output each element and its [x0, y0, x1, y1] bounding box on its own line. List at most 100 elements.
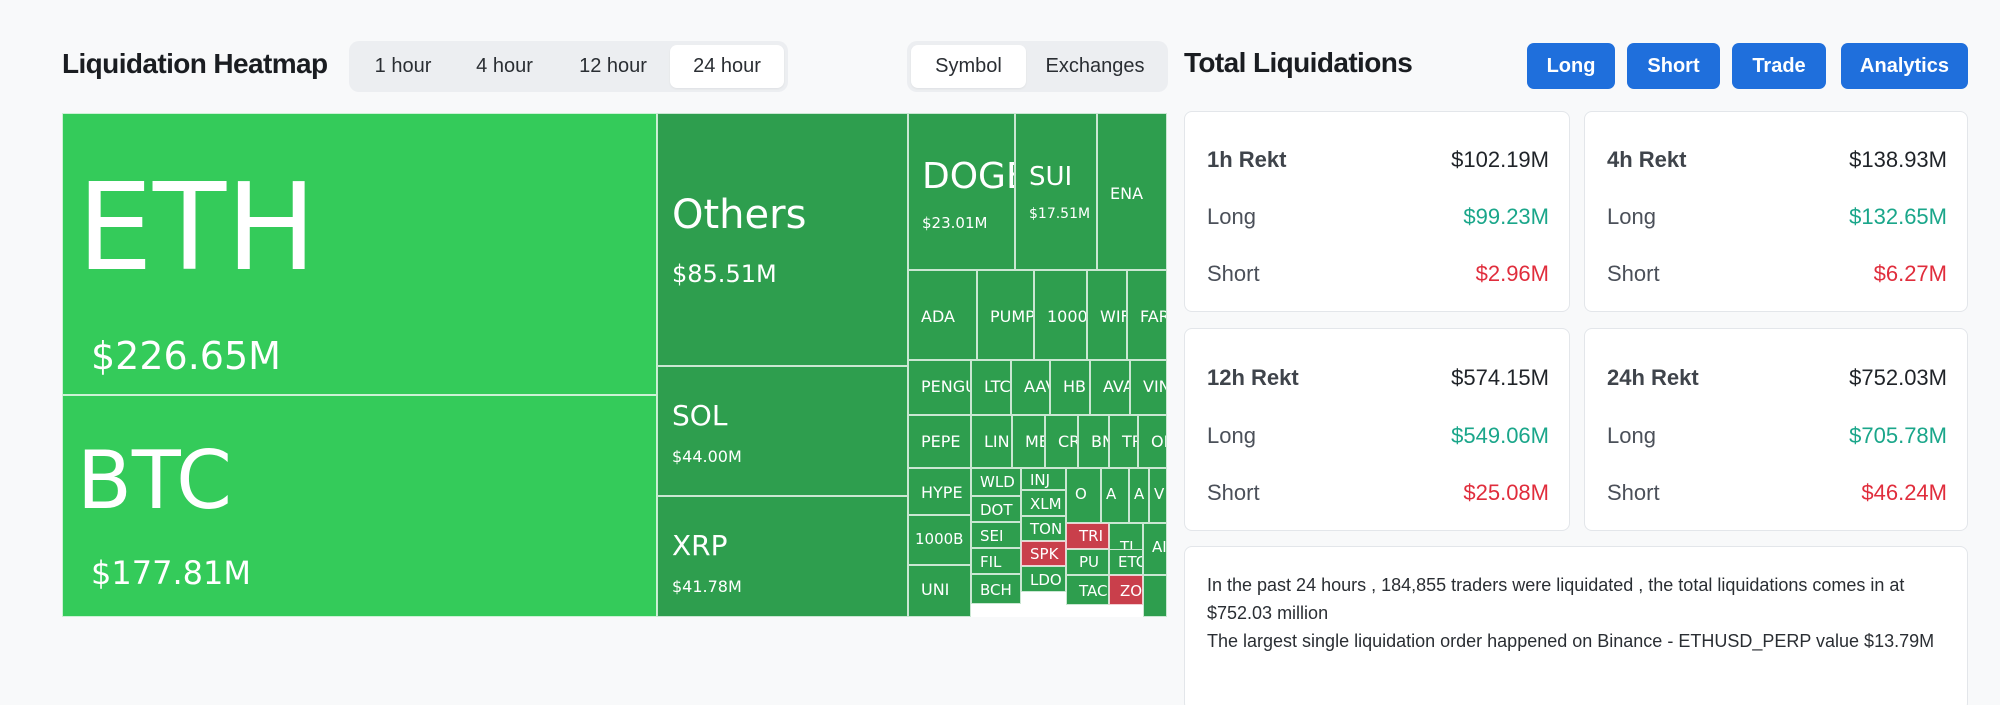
tile-symbol: PUMP: [990, 307, 1034, 326]
long-value: $132.65M: [1849, 204, 1947, 229]
treemap-tile[interactable]: SUI $17.51M: [1015, 113, 1097, 270]
tile-value: $177.81M: [91, 554, 251, 592]
treemap-tile[interactable]: V: [1149, 468, 1167, 523]
treemap-tile[interactable]: DOGE $23.01M: [908, 113, 1015, 270]
treemap-tile[interactable]: DOT: [971, 496, 1021, 522]
tile-symbol: ADA: [921, 307, 955, 326]
treemap-tile[interactable]: PUMP: [977, 270, 1034, 360]
liquidation-treemap: ETH $226.65M BTC $177.81M Others $85.51M SOL $4…: [62, 113, 1167, 617]
tab-4-hour[interactable]: 4 hour: [476, 55, 533, 77]
treemap-tile[interactable]: [1143, 575, 1167, 617]
tile-symbol: SPK: [1030, 545, 1059, 563]
treemap-tile[interactable]: PENGU: [908, 360, 971, 415]
tile-value: $17.51M: [1029, 206, 1091, 222]
treemap-tile[interactable]: TRI: [1066, 523, 1109, 549]
treemap-tile[interactable]: SPK: [1021, 541, 1066, 566]
long-value: $99.23M: [1463, 204, 1549, 229]
analytics-button[interactable]: Analytics: [1841, 43, 1968, 89]
treemap-tile[interactable]: 1000B: [908, 515, 971, 565]
rekt-card-total: $102.19M: [1451, 147, 1549, 172]
trade-button[interactable]: Trade: [1732, 43, 1826, 89]
treemap-tile[interactable]: AI: [1143, 523, 1167, 575]
rekt-card-label: 24h Rekt: [1607, 365, 1699, 390]
treemap-tile[interactable]: AAV: [1011, 360, 1050, 415]
treemap-tile[interactable]: WLD: [971, 468, 1021, 496]
tab-24-hour[interactable]: 24 hour: [670, 45, 784, 88]
tile-symbol: TRI: [1079, 527, 1104, 545]
treemap-tile[interactable]: XLM: [1021, 490, 1066, 516]
tab-symbol[interactable]: Symbol: [911, 45, 1026, 88]
tab-1-hour[interactable]: 1 hour: [374, 55, 432, 77]
treemap-tile[interactable]: INJ: [1021, 468, 1066, 490]
treemap-tile[interactable]: HB: [1050, 360, 1090, 415]
treemap-tile[interactable]: BN: [1078, 415, 1109, 468]
treemap-tile[interactable]: LIN: [971, 415, 1012, 468]
treemap-tile[interactable]: AVA: [1090, 360, 1130, 415]
treemap-tile[interactable]: HYPE: [908, 468, 971, 515]
treemap-tile[interactable]: O: [1066, 468, 1101, 523]
tile-symbol: O: [1075, 485, 1087, 503]
tile-symbol: ETC: [1118, 553, 1142, 571]
treemap-tile[interactable]: ZOI: [1109, 575, 1143, 605]
long-label: Long: [1607, 204, 1656, 229]
short-value: $2.96M: [1475, 261, 1549, 286]
tile-symbol: AAV: [1024, 377, 1049, 396]
treemap-tile[interactable]: TR: [1109, 415, 1138, 468]
treemap-tile[interactable]: FAR: [1127, 270, 1167, 360]
tile-symbol: XLM: [1030, 495, 1062, 513]
treemap-tile[interactable]: ME: [1012, 415, 1045, 468]
treemap-tile[interactable]: UNI: [908, 565, 971, 617]
treemap-tile[interactable]: PEPE: [908, 415, 971, 468]
treemap-tile[interactable]: ETH $226.65M: [62, 113, 657, 395]
rekt-card-4h: 4h Rekt $138.93M Long $132.65M Short $6.…: [1584, 111, 1968, 312]
treemap-tile[interactable]: SEI: [971, 522, 1021, 548]
treemap-tile[interactable]: SOL $44.00M: [657, 366, 908, 496]
treemap-tile[interactable]: BCH: [971, 574, 1021, 604]
treemap-tile[interactable]: ENA: [1097, 113, 1167, 270]
rekt-card-12h: 12h Rekt $574.15M Long $549.06M Short $2…: [1184, 328, 1570, 531]
tile-symbol: LTC: [984, 377, 1011, 396]
tile-symbol: TR: [1122, 432, 1137, 451]
treemap-tile[interactable]: CR: [1045, 415, 1078, 468]
tile-symbol: PENGU: [921, 377, 970, 396]
tile-symbol: CR: [1058, 432, 1077, 451]
tile-value: $226.65M: [91, 334, 281, 378]
tile-value: $41.78M: [672, 577, 742, 596]
long-value: $549.06M: [1451, 423, 1549, 448]
tile-symbol: SUI: [1029, 162, 1073, 192]
treemap-tile[interactable]: A: [1101, 468, 1129, 523]
treemap-tile[interactable]: LDO: [1021, 566, 1066, 592]
treemap-tile[interactable]: WIF: [1087, 270, 1127, 360]
tab-12-hour[interactable]: 12 hour: [579, 55, 647, 77]
treemap-tile[interactable]: VIN: [1130, 360, 1167, 415]
rekt-card-total: $752.03M: [1849, 365, 1947, 390]
treemap-tile[interactable]: XRP $41.78M: [657, 496, 908, 617]
treemap-tile[interactable]: ETC: [1109, 549, 1143, 575]
treemap-tile[interactable]: Others $85.51M: [657, 113, 908, 366]
tile-symbol: BTC: [77, 434, 232, 527]
heatmap-title: Liquidation Heatmap: [62, 48, 328, 79]
short-value: $46.24M: [1861, 480, 1947, 505]
tile-symbol: INJ: [1030, 471, 1051, 489]
tile-symbol: SEI: [980, 527, 1004, 545]
treemap-tile[interactable]: LTC: [971, 360, 1011, 415]
tile-symbol: AVA: [1103, 377, 1129, 396]
treemap-tile[interactable]: ADA: [908, 270, 977, 360]
treemap-tile[interactable]: TON: [1021, 516, 1066, 541]
short-value: $6.27M: [1873, 261, 1947, 286]
treemap-tile[interactable]: TAC: [1066, 575, 1109, 605]
long-button[interactable]: Long: [1527, 43, 1615, 89]
tile-symbol: A: [1106, 485, 1117, 503]
short-label: Short: [1207, 480, 1260, 505]
treemap-tile[interactable]: FIL: [971, 548, 1021, 574]
treemap-tile[interactable]: PU: [1066, 549, 1109, 575]
treemap-tile[interactable]: A: [1129, 468, 1149, 523]
tile-symbol: FIL: [980, 553, 1002, 571]
treemap-tile[interactable]: 1000: [1034, 270, 1087, 360]
short-button[interactable]: Short: [1627, 43, 1720, 89]
treemap-tile[interactable]: BTC $177.81M: [62, 395, 657, 617]
tile-symbol: 1000B: [915, 530, 964, 548]
tab-exchanges[interactable]: Exchanges: [1045, 55, 1145, 77]
treemap-tile[interactable]: OI: [1138, 415, 1167, 468]
tile-symbol: XRP: [672, 529, 728, 562]
